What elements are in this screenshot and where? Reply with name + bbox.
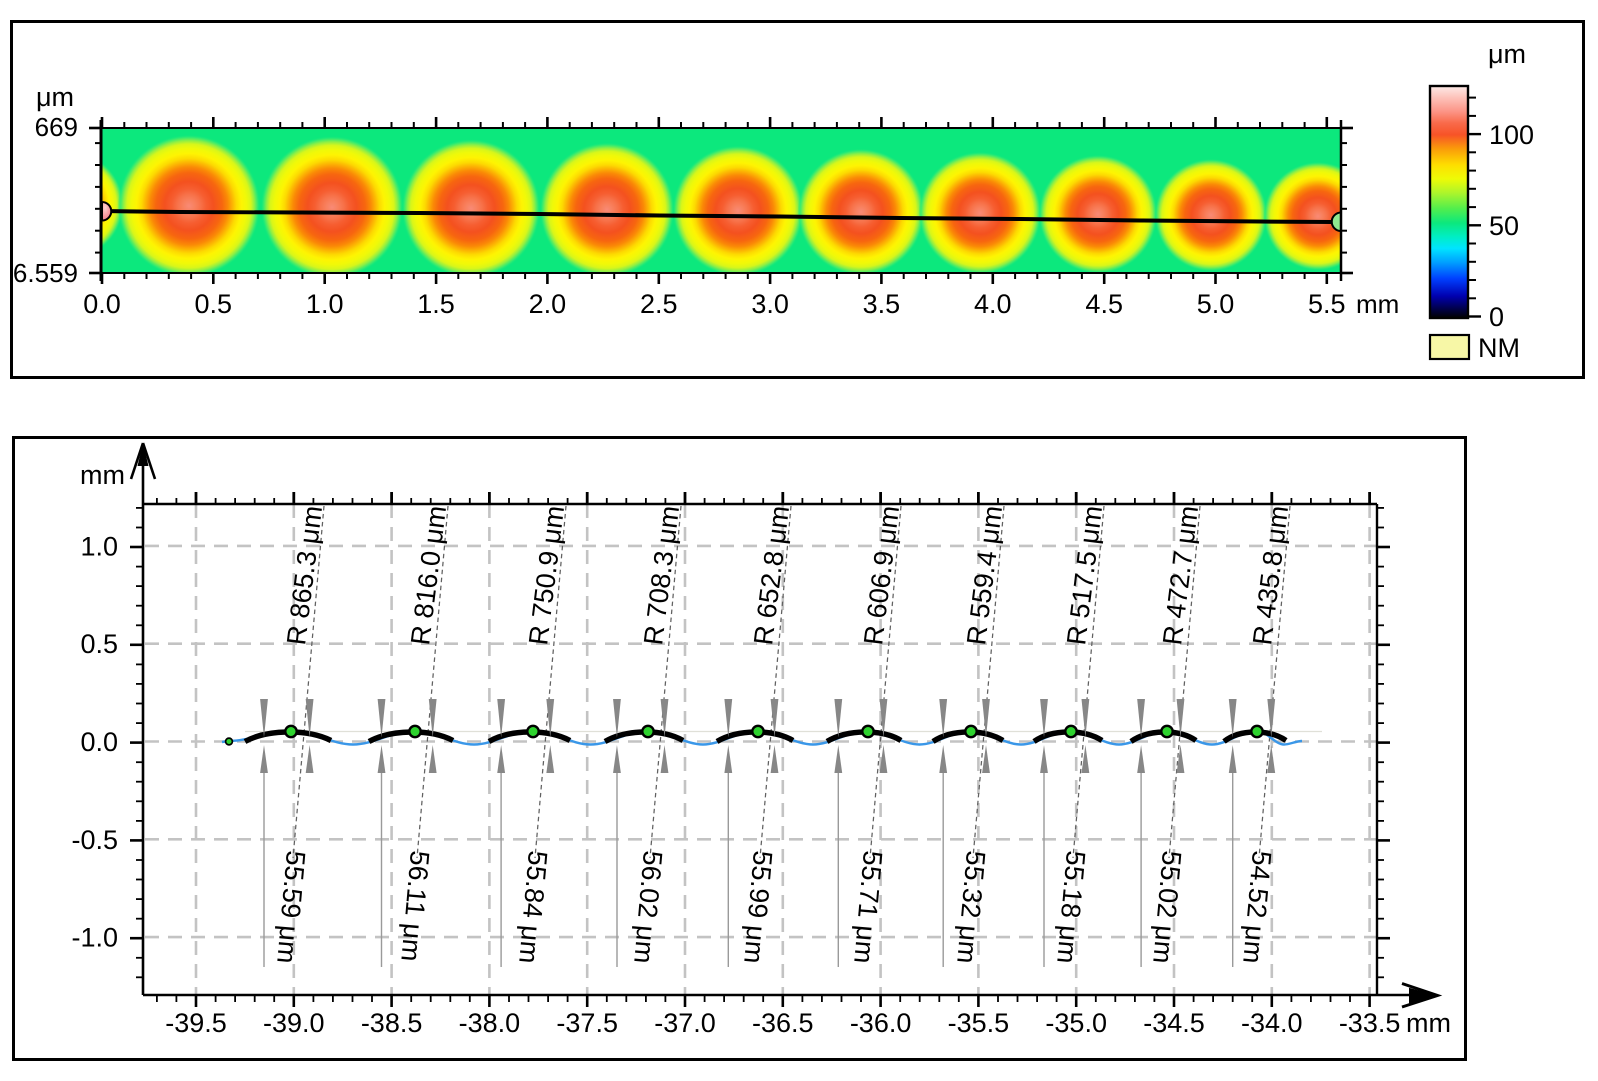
svg-text:-36.0: -36.0 <box>850 1008 912 1038</box>
svg-text:-0.5: -0.5 <box>71 825 118 855</box>
svg-text:mm: mm <box>80 460 125 490</box>
svg-text:μm: μm <box>1488 39 1526 69</box>
svg-text:4.5: 4.5 <box>1085 289 1123 319</box>
svg-text:669: 669 <box>35 112 78 142</box>
svg-text:-35.0: -35.0 <box>1045 1008 1107 1038</box>
svg-text:3.0: 3.0 <box>751 289 789 319</box>
svg-text:1.5: 1.5 <box>417 289 455 319</box>
svg-text:0.0: 0.0 <box>83 289 121 319</box>
svg-text:-38.5: -38.5 <box>361 1008 423 1038</box>
svg-text:1.0: 1.0 <box>80 531 118 561</box>
svg-text:0.5: 0.5 <box>80 629 118 659</box>
svg-text:-35.5: -35.5 <box>948 1008 1010 1038</box>
svg-text:-39.0: -39.0 <box>263 1008 325 1038</box>
svg-text:-34.0: -34.0 <box>1241 1008 1303 1038</box>
svg-text:50: 50 <box>1489 211 1519 241</box>
svg-text:1.0: 1.0 <box>306 289 344 319</box>
svg-text:0: 0 <box>1489 302 1504 332</box>
svg-text:-38.0: -38.0 <box>459 1008 521 1038</box>
svg-text:-36.5: -36.5 <box>752 1008 814 1038</box>
svg-text:100: 100 <box>1489 120 1534 150</box>
svg-text:-39.5: -39.5 <box>165 1008 227 1038</box>
svg-text:mm: mm <box>1406 1008 1451 1038</box>
svg-text:-1.0: -1.0 <box>71 923 118 953</box>
svg-text:0.0: 0.0 <box>80 727 118 757</box>
svg-text:μm: μm <box>36 82 74 112</box>
svg-text:0.5: 0.5 <box>195 289 233 319</box>
svg-text:5.0: 5.0 <box>1197 289 1235 319</box>
svg-text:6.559: 6.559 <box>13 258 78 288</box>
svg-text:2.0: 2.0 <box>529 289 567 319</box>
svg-text:NM: NM <box>1478 333 1520 363</box>
svg-text:-34.5: -34.5 <box>1143 1008 1205 1038</box>
svg-text:2.5: 2.5 <box>640 289 678 319</box>
svg-text:-33.5: -33.5 <box>1339 1008 1401 1038</box>
svg-text:4.0: 4.0 <box>974 289 1012 319</box>
svg-text:3.5: 3.5 <box>863 289 901 319</box>
svg-text:-37.0: -37.0 <box>654 1008 716 1038</box>
svg-text:5.5: 5.5 <box>1308 289 1346 319</box>
svg-text:-37.5: -37.5 <box>556 1008 618 1038</box>
svg-text:mm: mm <box>1356 289 1399 319</box>
